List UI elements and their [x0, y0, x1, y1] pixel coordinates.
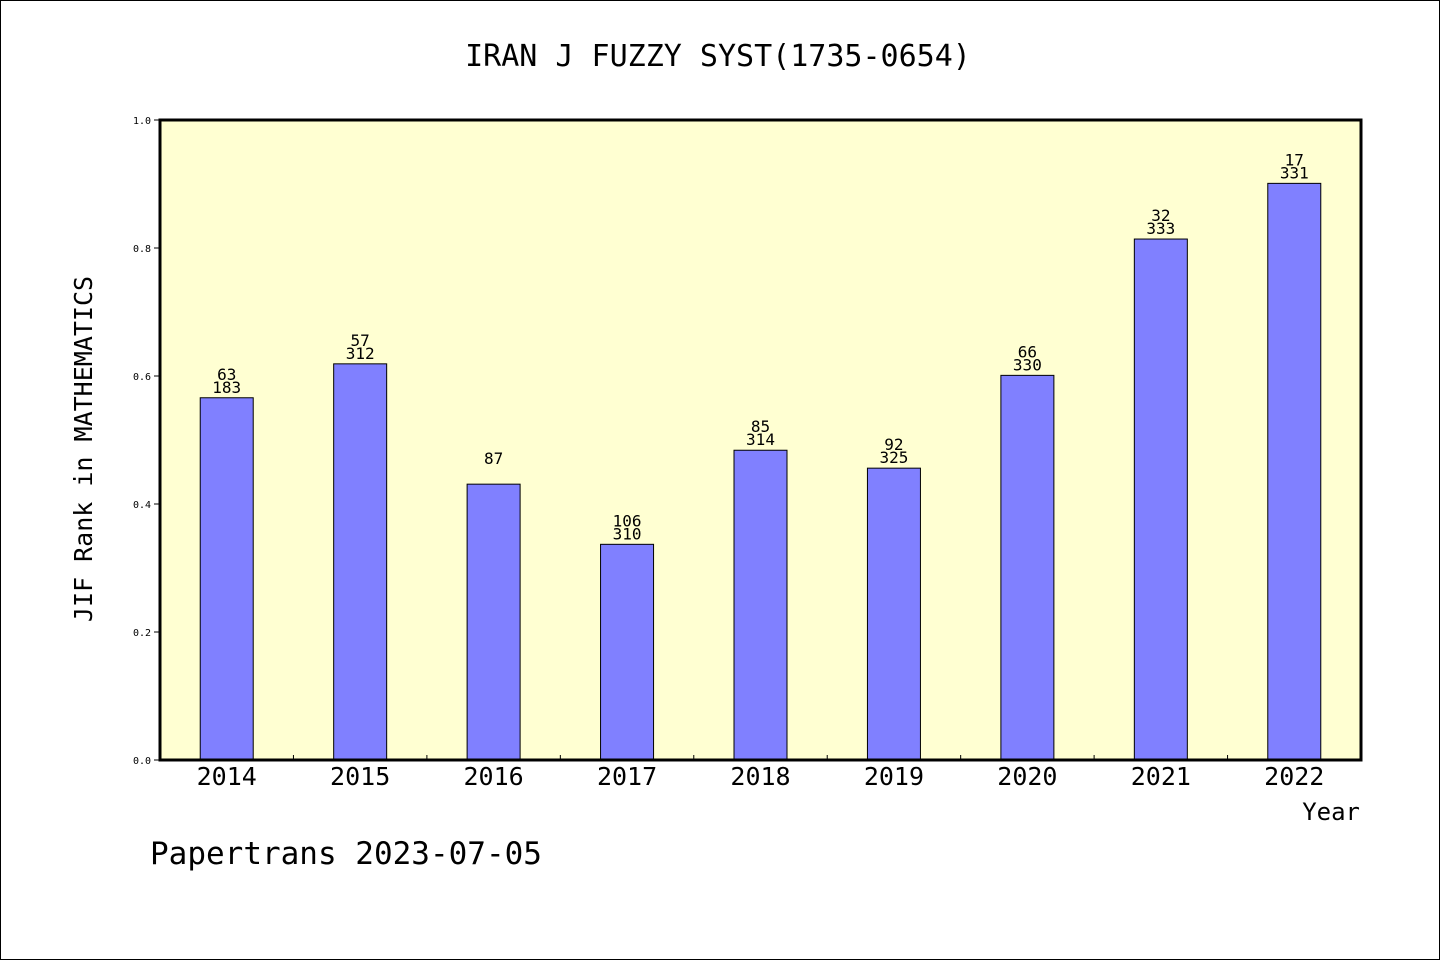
bar-label-rank: 57 — [351, 331, 370, 350]
bar — [1000, 374, 1055, 761]
x-tick-label: 2015 — [330, 762, 390, 791]
bar-label-total: 312 — [346, 344, 375, 363]
bar — [600, 543, 655, 761]
x-tick-label: 2017 — [597, 762, 657, 791]
bar — [733, 449, 788, 761]
bar-label-rank: 85 — [751, 417, 770, 436]
bar — [333, 363, 388, 761]
y-tick-label: 0.2 — [133, 628, 151, 639]
y-tick-label: 0.8 — [133, 244, 151, 255]
bar-label-rank: 63 — [217, 365, 236, 384]
bar-label-rank: 66 — [1018, 342, 1037, 361]
bar — [1133, 238, 1188, 761]
plot-border — [158, 118, 1363, 762]
bar-label-total: 310 — [613, 524, 642, 543]
x-tick-label: 2020 — [997, 762, 1057, 791]
bar — [466, 483, 521, 761]
bar-label-rank: 17 — [1285, 150, 1304, 169]
bar — [1267, 182, 1322, 761]
y-tick-label: 0.6 — [133, 372, 151, 383]
bar-label-rank: 87 — [484, 449, 503, 468]
x-tick-label: 2014 — [197, 762, 257, 791]
x-axis-label: Year — [1302, 798, 1360, 826]
x-tick-label: 2016 — [464, 762, 524, 791]
x-tick-label: 2021 — [1131, 762, 1191, 791]
x-tick-label: 2019 — [864, 762, 924, 791]
bar-label-rank: 32 — [1151, 206, 1170, 225]
bar-label-total: 325 — [879, 448, 908, 467]
y-tick-label: 1.0 — [133, 116, 151, 127]
bar-label-total: 330 — [1013, 355, 1042, 374]
bar-label-total: 183 — [212, 378, 241, 397]
x-tick-label: 2018 — [730, 762, 790, 791]
chart-title: IRAN J FUZZY SYST(1735-0654) — [465, 39, 971, 74]
bar-label-total: 333 — [1146, 219, 1175, 238]
bar — [199, 397, 254, 761]
x-tick-label: 2022 — [1264, 762, 1324, 791]
y-axis-label: JIF Rank in MATHEMATICS — [69, 276, 98, 622]
footer-text: Papertrans 2023-07-05 — [150, 836, 542, 872]
y-tick-label: 0.0 — [133, 756, 151, 767]
bar-label-total: 314 — [746, 430, 775, 449]
bar-label-rank: 92 — [884, 435, 903, 454]
y-tick-label: 0.4 — [133, 500, 151, 511]
bar-label-total: 331 — [1280, 163, 1309, 182]
bar — [866, 467, 921, 761]
bar-label-rank: 106 — [613, 511, 642, 530]
